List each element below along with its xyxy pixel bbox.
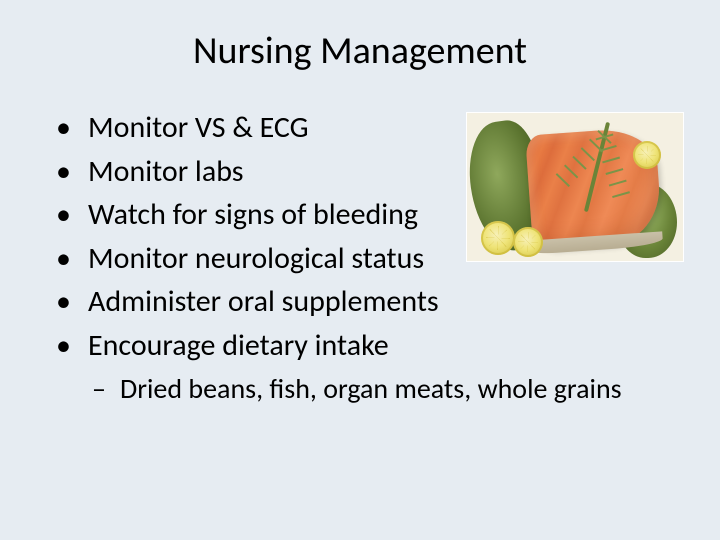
food-image [466, 112, 684, 262]
slide-title: Nursing Management [0, 0, 720, 106]
sub-bullet-list: Dried beans, fish, organ meats, whole gr… [48, 369, 720, 410]
bullet-item: Administer oral supplements [48, 280, 720, 324]
bullet-item: Encourage dietary intake [48, 324, 720, 368]
sub-bullet-item: Dried beans, fish, organ meats, whole gr… [48, 369, 720, 410]
